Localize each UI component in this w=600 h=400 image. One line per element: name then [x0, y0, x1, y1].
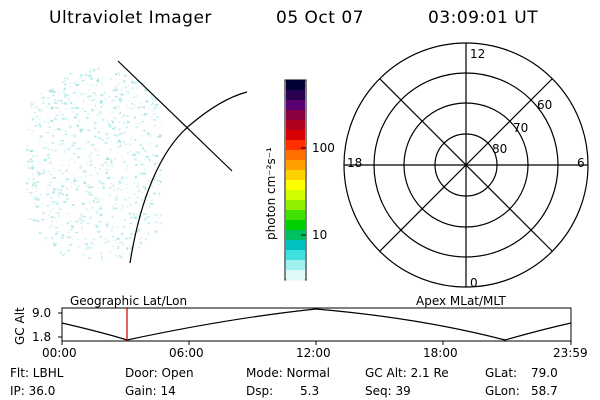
- dsp-label: Dsp:: [246, 384, 274, 398]
- dsp-value: 5.3: [300, 384, 320, 398]
- lat-label-60: 60: [537, 98, 553, 112]
- timeline-right-title: Apex MLat/MLT: [416, 294, 506, 308]
- instrument-title: Ultraviolet Imager: [49, 8, 212, 28]
- auroral-image: [25, 67, 163, 262]
- timeline-xtick: 23:59: [553, 346, 588, 360]
- glon-value: 58.7: [531, 384, 558, 398]
- ip-info: IP: 36.0: [10, 384, 56, 398]
- terminator-line: [129, 91, 248, 264]
- glon-label: GLon:: [485, 384, 520, 398]
- glat-value: 79.0: [531, 366, 558, 380]
- date-label: 05 Oct 07: [276, 8, 364, 28]
- timeline-xtick: 06:00: [169, 346, 204, 360]
- timeline-xtick: 00:00: [42, 346, 77, 360]
- mlt-label-0: 0: [470, 276, 478, 290]
- mlt-label-6: 6: [577, 156, 585, 170]
- colorbar-tick-10: 10: [312, 228, 328, 242]
- timeline-ylabel: GC Alt: [13, 307, 27, 345]
- polar-plot: [343, 42, 589, 288]
- timeline-ytick-high: 9.0: [32, 306, 52, 320]
- timeline-xtick: 12:00: [296, 346, 331, 360]
- colorbar-unit-label: photon cm⁻²s⁻¹: [264, 147, 278, 240]
- time-label: 03:09:01 UT: [428, 8, 539, 28]
- lat-label-80: 80: [492, 142, 508, 156]
- colorbar-tick-100: 100: [312, 141, 335, 155]
- timeline-plot: [58, 307, 572, 345]
- timeline-xtick: 18:00: [423, 346, 458, 360]
- mlt-label-18: 18: [347, 156, 363, 170]
- gain-info: Gain: 14: [125, 384, 176, 398]
- image-grid-line: [117, 60, 233, 172]
- filter-info: Flt: LBHL: [10, 366, 64, 380]
- glat-label: GLat:: [485, 366, 518, 380]
- lat-label-70: 70: [513, 121, 529, 135]
- mlt-label-12: 12: [470, 47, 486, 61]
- door-info: Door: Open: [125, 366, 194, 380]
- mode-info: Mode: Normal: [246, 366, 330, 380]
- colorbar: [284, 79, 307, 281]
- timeline-left-title: Geographic Lat/Lon: [70, 294, 188, 308]
- seq-info: Seq: 39: [365, 384, 411, 398]
- timeline-ytick-low: 1.8: [32, 330, 52, 344]
- gc-alt-info: GC Alt: 2.1 Re: [365, 366, 449, 380]
